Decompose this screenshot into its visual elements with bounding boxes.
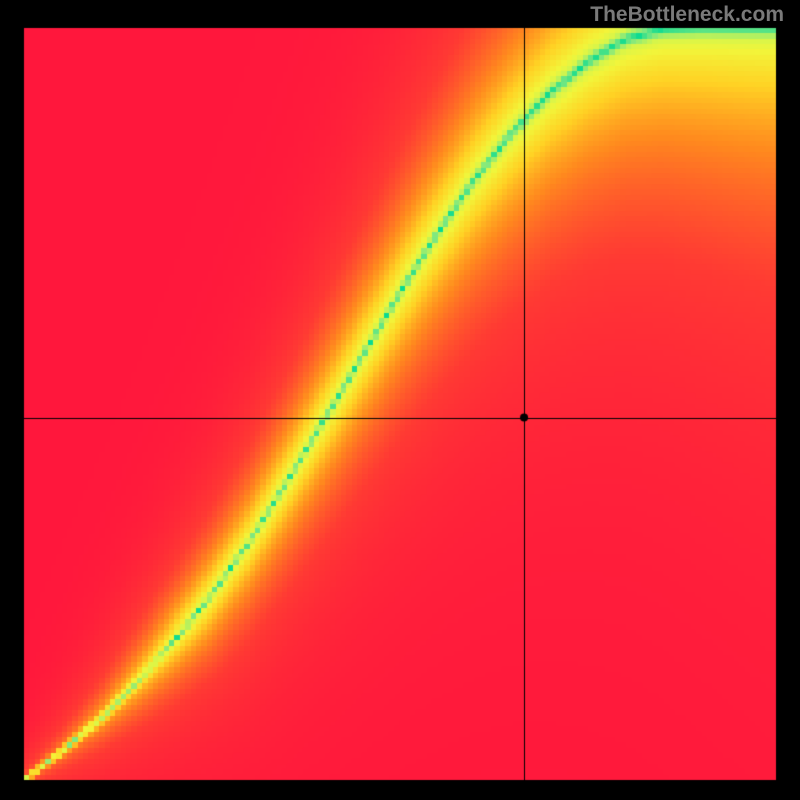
bottleneck-heatmap	[0, 0, 800, 800]
source-watermark: TheBottleneck.com	[590, 3, 784, 27]
